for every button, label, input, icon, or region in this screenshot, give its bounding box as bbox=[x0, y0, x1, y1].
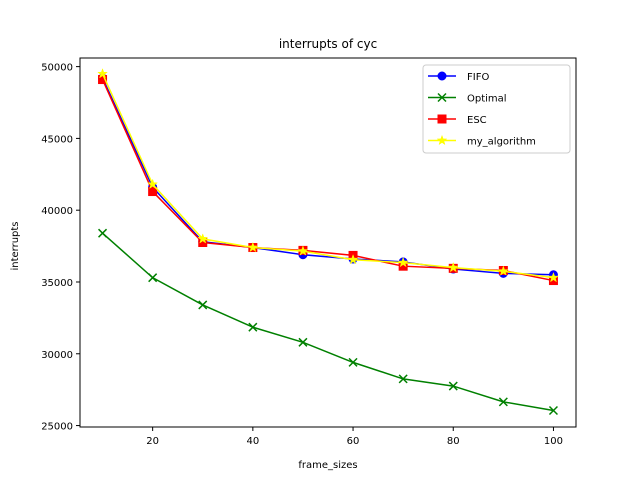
data-point bbox=[548, 405, 558, 416]
y-tick-label: 50000 bbox=[41, 63, 73, 74]
legend-box bbox=[422, 64, 571, 154]
data-point bbox=[498, 397, 508, 407]
y-axis-label: interrupts bbox=[10, 221, 21, 270]
data-point bbox=[247, 241, 259, 253]
data-point bbox=[348, 357, 358, 367]
series-line bbox=[101, 73, 554, 279]
x-axis-label: frame_sizes bbox=[298, 460, 357, 471]
data-point bbox=[447, 261, 459, 273]
data-point bbox=[297, 245, 309, 256]
data-point bbox=[497, 265, 509, 276]
legend-marker bbox=[437, 114, 447, 124]
y-tick-label: 40000 bbox=[41, 206, 73, 217]
data-point bbox=[148, 187, 158, 197]
legend-label: FIFO bbox=[467, 72, 489, 83]
y-tick-label: 30000 bbox=[41, 350, 73, 361]
series-line bbox=[102, 232, 554, 412]
data-point bbox=[97, 68, 109, 79]
data-point bbox=[198, 300, 208, 310]
data-point bbox=[398, 374, 408, 384]
legend-item-esc: ESC bbox=[428, 114, 487, 126]
data-point bbox=[347, 253, 359, 265]
y-tick-label: 25000 bbox=[41, 422, 73, 433]
y-tick-label: 35000 bbox=[41, 278, 73, 289]
legend-item-fifo: FIFO bbox=[428, 71, 489, 83]
x-tick-label: 100 bbox=[544, 436, 563, 447]
legend-marker bbox=[437, 71, 447, 81]
data-point bbox=[248, 322, 258, 332]
legend-item-optimal: Optimal bbox=[428, 92, 507, 105]
series-optimal bbox=[98, 228, 558, 416]
x-tick-label: 80 bbox=[447, 436, 460, 447]
data-point bbox=[448, 381, 458, 391]
y-tick-label: 45000 bbox=[41, 134, 73, 145]
plot-area: 20 40 60 80 100 25000 30000 35000 40000 45000 5000… bbox=[41, 57, 577, 447]
legend-marker bbox=[437, 92, 447, 103]
data-point bbox=[397, 256, 409, 268]
legend-marker bbox=[436, 134, 448, 146]
legend: FIFO Optimal ESC my_algorithm bbox=[422, 64, 571, 154]
data-point bbox=[547, 271, 559, 283]
series-my-algorithm bbox=[97, 68, 559, 283]
x-tick-label: 20 bbox=[146, 436, 159, 447]
legend-item-my-algorithm: my_algorithm bbox=[428, 134, 536, 148]
data-point bbox=[147, 178, 159, 190]
x-tick-label: 40 bbox=[246, 436, 259, 447]
data-point bbox=[298, 337, 308, 347]
data-point bbox=[148, 273, 158, 283]
axes-frame bbox=[79, 57, 577, 428]
data-point bbox=[197, 233, 209, 244]
series-line bbox=[101, 77, 554, 276]
x-tick-label: 60 bbox=[347, 436, 360, 447]
chart-title: interrupts of cyc bbox=[279, 37, 377, 51]
data-point bbox=[98, 228, 108, 238]
legend-label: ESC bbox=[467, 115, 487, 126]
legend-label: Optimal bbox=[467, 94, 507, 105]
legend-label: my_algorithm bbox=[467, 137, 536, 148]
